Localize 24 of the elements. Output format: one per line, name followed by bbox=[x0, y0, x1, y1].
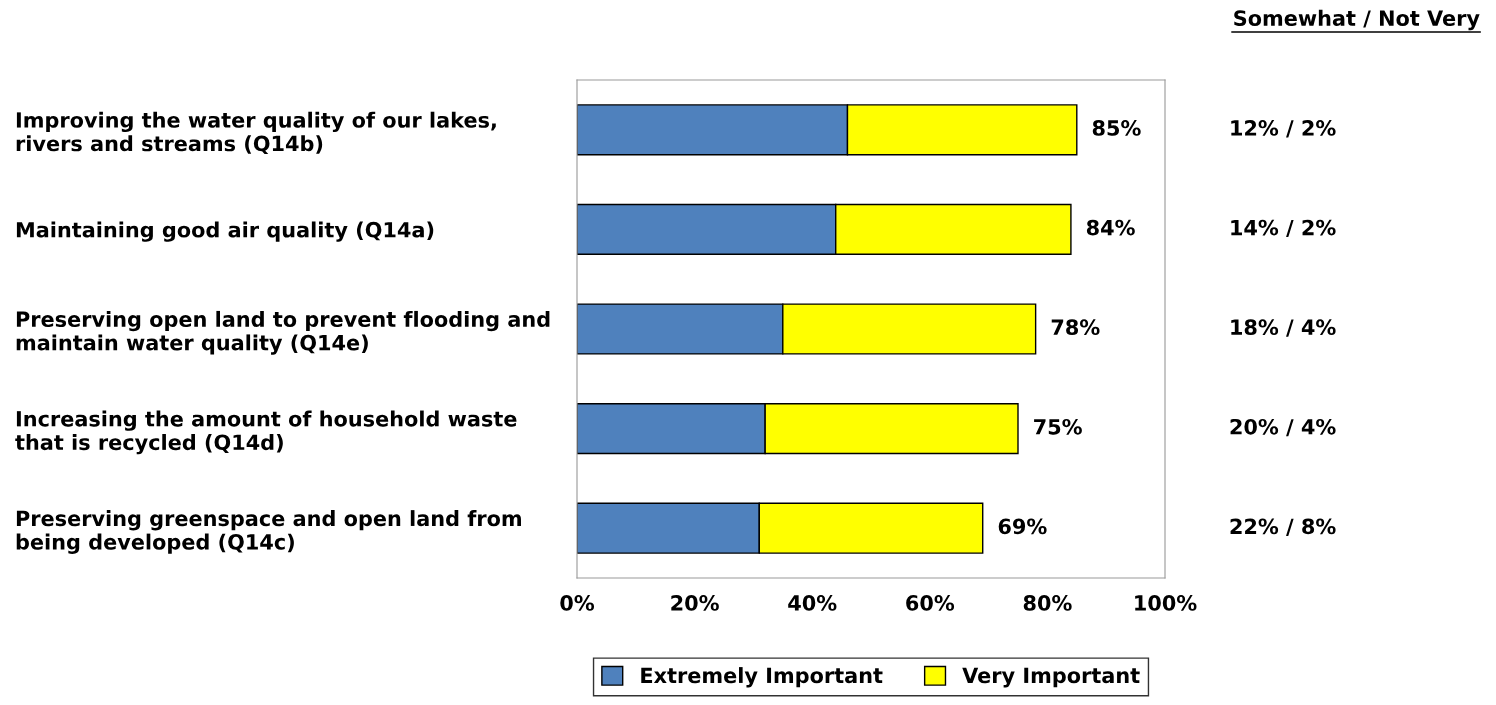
total-label: 78% bbox=[1051, 319, 1100, 336]
x-tick-label: 0% bbox=[560, 595, 595, 611]
text: 22% / 8% bbox=[1230, 518, 1336, 536]
text: 18% / 4% bbox=[1231, 319, 1336, 337]
y-tick-label: Maintaining good air quality (Q14a) bbox=[16, 221, 434, 242]
y-tick-label: Improving the water quality of our lakes, rivers and streams (Q14b) bbox=[16, 111, 496, 155]
legend-label: Very Important bbox=[962, 667, 1140, 688]
total-label: 75% bbox=[1034, 418, 1082, 435]
total-label: 84% bbox=[1086, 219, 1135, 236]
y-tick-label: Preserving greenspace and open land from being developed (Q14c) bbox=[16, 510, 521, 554]
y-tick-label: Preserving open land to prevent flooding and maintain water quality (Q14e) bbox=[16, 310, 550, 355]
text: Somewhat / Not Very bbox=[1234, 9, 1480, 31]
total-label: 85% bbox=[1092, 120, 1141, 136]
x-tick-label: 40% bbox=[788, 595, 837, 611]
text: 14% / 2% bbox=[1231, 219, 1336, 238]
x-tick-label: 60% bbox=[906, 595, 955, 611]
x-tick-label: 80% bbox=[1023, 595, 1072, 611]
total-label: 69% bbox=[998, 518, 1047, 535]
text: 20% / 4% bbox=[1230, 418, 1336, 437]
legend-label: Extremely Important bbox=[641, 667, 883, 688]
x-tick-label: 100% bbox=[1135, 595, 1197, 611]
y-tick-label: Increasing the amount of household waste that is recycled (Q14d) bbox=[15, 410, 517, 455]
text: 12% / 2% bbox=[1231, 120, 1336, 138]
x-tick-label: 20% bbox=[671, 595, 719, 611]
